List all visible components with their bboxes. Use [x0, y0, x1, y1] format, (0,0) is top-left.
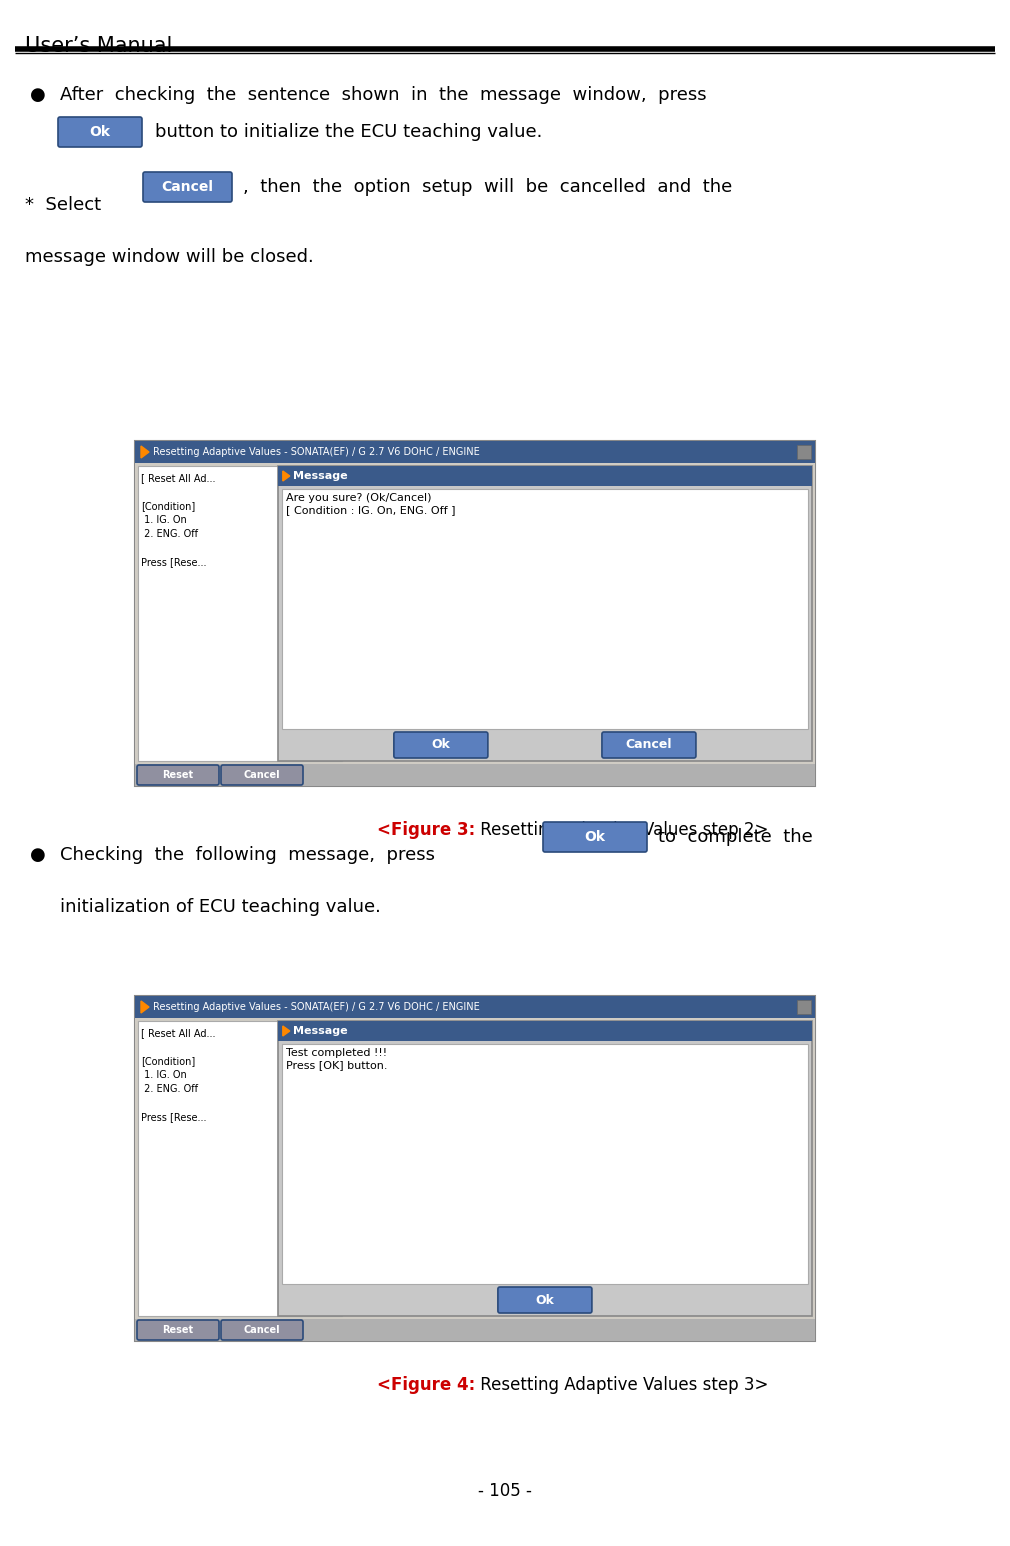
Text: Checking  the  following  message,  press: Checking the following message, press	[60, 846, 435, 864]
Bar	[135, 1017, 815, 1319]
Text: Cancel: Cancel	[625, 739, 673, 751]
Bar	[282, 1044, 808, 1285]
Text: Test completed !!!
Press [OK] button.: Test completed !!! Press [OK] button.	[286, 1048, 387, 1070]
Text: <Figure 4:: <Figure 4:	[377, 1376, 475, 1394]
Text: *  Select: * Select	[25, 196, 101, 213]
Text: Cancel: Cancel	[243, 1325, 281, 1336]
Text: [Condition]: [Condition]	[141, 501, 195, 512]
Bar	[135, 996, 815, 1017]
Polygon shape	[141, 445, 149, 458]
Polygon shape	[141, 1000, 149, 1013]
FancyBboxPatch shape	[394, 731, 488, 758]
Text: Ok: Ok	[431, 739, 450, 751]
FancyBboxPatch shape	[137, 765, 219, 785]
Text: Resetting Adaptive Values - SONATA(EF) / G 2.7 V6 DOHC / ENGINE: Resetting Adaptive Values - SONATA(EF) /…	[153, 1002, 480, 1013]
Polygon shape	[283, 1027, 290, 1036]
FancyBboxPatch shape	[498, 1286, 592, 1313]
Bar	[278, 465, 812, 485]
FancyBboxPatch shape	[221, 765, 303, 785]
Bar	[135, 441, 815, 785]
Text: message window will be closed.: message window will be closed.	[25, 247, 314, 266]
Bar	[278, 465, 812, 761]
Text: to  complete  the: to complete the	[658, 829, 813, 846]
FancyBboxPatch shape	[543, 822, 647, 852]
FancyBboxPatch shape	[143, 172, 232, 203]
Text: <Figure 3:: <Figure 3:	[377, 821, 475, 839]
Bar	[278, 1020, 812, 1316]
Text: Resetting Adaptive Values step 3>: Resetting Adaptive Values step 3>	[475, 1376, 769, 1394]
FancyBboxPatch shape	[137, 1320, 219, 1340]
Text: 2. ENG. Off: 2. ENG. Off	[141, 529, 198, 540]
Text: 2. ENG. Off: 2. ENG. Off	[141, 1084, 198, 1095]
Text: Ok: Ok	[585, 830, 606, 844]
Text: 1. IG. On: 1. IG. On	[141, 1070, 187, 1081]
Bar	[138, 1020, 342, 1316]
Text: Cancel: Cancel	[162, 179, 213, 193]
Text: Resetting Adaptive Values - SONATA(EF) / G 2.7 V6 DOHC / ENGINE: Resetting Adaptive Values - SONATA(EF) /…	[153, 447, 480, 458]
Text: Ok: Ok	[535, 1294, 554, 1306]
Text: 1. IG. On: 1. IG. On	[141, 515, 187, 526]
Bar	[135, 441, 815, 462]
Text: Reset: Reset	[163, 1325, 194, 1336]
Polygon shape	[283, 472, 290, 481]
Text: Press [Rese...: Press [Rese...	[141, 557, 206, 567]
Text: [Condition]: [Condition]	[141, 1056, 195, 1067]
Text: Ok: Ok	[90, 125, 110, 139]
Text: Are you sure? (Ok/Cancel)
[ Condition : IG. On, ENG. Off ]: Are you sure? (Ok/Cancel) [ Condition : …	[286, 493, 456, 515]
Text: Press [Rese...: Press [Rese...	[141, 1112, 206, 1122]
Text: Cancel: Cancel	[243, 770, 281, 781]
Text: ●: ●	[30, 87, 45, 104]
Bar	[282, 489, 808, 730]
Text: After  checking  the  sentence  shown  in  the  message  window,  press: After checking the sentence shown in the…	[60, 87, 707, 104]
Bar	[797, 1000, 811, 1014]
Text: [ Reset All Ad...: [ Reset All Ad...	[141, 473, 215, 482]
FancyBboxPatch shape	[602, 731, 696, 758]
FancyBboxPatch shape	[221, 1320, 303, 1340]
Text: Message: Message	[293, 472, 347, 481]
Bar	[138, 465, 342, 761]
Text: [ Reset All Ad...: [ Reset All Ad...	[141, 1028, 215, 1037]
Text: - 105 -: - 105 -	[478, 1483, 532, 1500]
Bar	[135, 764, 815, 785]
Text: Reset: Reset	[163, 770, 194, 781]
Bar	[135, 996, 815, 1340]
Bar	[797, 445, 811, 459]
Text: Resetting Adaptive Values step 2>: Resetting Adaptive Values step 2>	[475, 821, 769, 839]
Text: initialization of ECU teaching value.: initialization of ECU teaching value.	[60, 898, 381, 915]
Text: Message: Message	[293, 1027, 347, 1036]
Text: ,  then  the  option  setup  will  be  cancelled  and  the: , then the option setup will be cancelle…	[243, 178, 732, 196]
Text: ●: ●	[30, 846, 45, 864]
Bar	[135, 462, 815, 764]
FancyBboxPatch shape	[58, 117, 142, 147]
Bar	[135, 1319, 815, 1340]
Bar	[278, 1020, 812, 1040]
Text: User’s Manual: User’s Manual	[25, 36, 173, 56]
Text: button to initialize the ECU teaching value.: button to initialize the ECU teaching va…	[155, 124, 542, 141]
